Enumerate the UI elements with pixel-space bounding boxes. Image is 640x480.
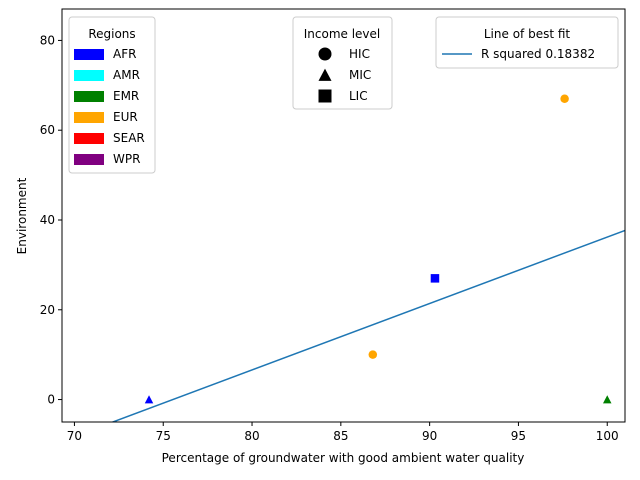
income-legend-frame	[292, 16, 393, 110]
x-tick-label: 70	[67, 429, 82, 443]
y-tick-label: 40	[40, 213, 55, 227]
y-axis-label: Environment	[15, 177, 29, 254]
x-tick-label: 100	[596, 429, 619, 443]
fit-legend: Line of best fit R squared 0.18382	[435, 16, 619, 69]
data-point	[430, 274, 440, 283]
region-label: WPR	[113, 152, 140, 166]
x-tick-label: 80	[244, 429, 259, 443]
region-swatch	[74, 133, 104, 144]
data-point	[368, 350, 378, 359]
income-label: HIC	[349, 47, 370, 61]
y-tick-label: 20	[40, 303, 55, 317]
fit-line	[110, 229, 625, 422]
regions-legend: Regions AFR AMR EMR EUR SEAR WPR	[68, 16, 156, 174]
income-label: MIC	[349, 68, 371, 82]
x-axis-label: Percentage of groundwater with good ambi…	[162, 451, 525, 465]
region-label: AMR	[113, 68, 140, 82]
x-tick-label: 95	[511, 429, 526, 443]
region-swatch	[74, 70, 104, 81]
income-legend-title: Income level	[304, 27, 381, 41]
data-point	[560, 94, 569, 104]
plot-area	[110, 94, 625, 422]
region-swatch	[74, 154, 104, 165]
region-label: AFR	[113, 47, 136, 61]
plot-frame	[61, 8, 626, 423]
y-tick-label: 80	[40, 33, 55, 47]
fit-legend-title: Line of best fit	[484, 27, 571, 41]
region-label: EMR	[113, 89, 139, 103]
region-swatch	[74, 91, 104, 102]
fit-legend-frame	[435, 16, 619, 69]
income-label: LIC	[349, 89, 368, 103]
region-swatch	[74, 112, 104, 123]
region-swatch	[74, 49, 104, 60]
fit-legend-label: R squared 0.18382	[481, 47, 595, 61]
region-label: EUR	[113, 110, 138, 124]
y-tick-label: 0	[47, 393, 55, 407]
income-marker	[318, 68, 332, 81]
y-axis: 0 20 40 60 80	[40, 33, 62, 407]
region-label: SEAR	[113, 131, 145, 145]
regions-legend-title: Regions	[88, 27, 135, 41]
data-point	[602, 395, 612, 404]
income-marker	[318, 47, 332, 61]
x-tick-label: 75	[156, 429, 171, 443]
data-point	[144, 395, 154, 404]
income-marker	[318, 89, 332, 103]
x-axis: 70 75 80 85 90 95 100	[67, 422, 619, 443]
x-tick-label: 90	[422, 429, 437, 443]
y-tick-label: 60	[40, 123, 55, 137]
x-tick-label: 85	[333, 429, 348, 443]
income-legend: Income level HIC MIC LIC	[292, 16, 393, 110]
